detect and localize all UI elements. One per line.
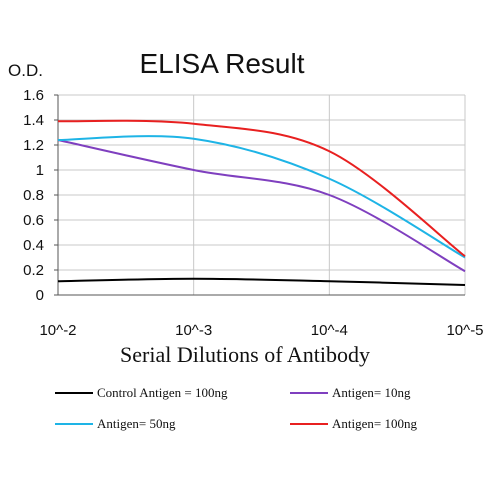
y-tick-label: 1.2 [23,137,44,154]
y-tick-label: 0.4 [23,237,44,254]
y-tick-label: 0.2 [23,262,44,279]
axes [54,94,465,296]
chart-title: ELISA Result [140,48,305,79]
series-line [57,119,466,258]
legend-label: Antigen= 50ng [97,416,176,431]
y-tick-label: 0.6 [23,212,44,229]
y-tick-label: 1.6 [23,87,44,104]
x-tick-label: 10^-5 [446,322,483,339]
series-lines [57,119,466,286]
x-tick-labels: 10^-2 10^-3 10^-4 10^-5 [39,322,483,339]
y-tick-label: 0.8 [23,187,44,204]
x-tick-label: 10^-2 [39,322,76,339]
legend-label: Antigen= 10ng [332,385,411,400]
series-line [57,135,466,259]
series-line [57,277,466,286]
x-tick-label: 10^-3 [175,322,212,339]
y-tick-labels: 0 0.2 0.4 0.6 0.8 1 1.2 1.4 1.6 [23,87,44,304]
y-axis-label: O.D. [8,61,43,80]
x-axis-label: Serial Dilutions of Antibody [120,342,370,367]
grid-lines [57,94,466,296]
legend: Control Antigen = 100ng Antigen= 10ng Anti… [55,385,417,431]
y-tick-label: 1.4 [23,112,44,129]
y-tick-label: 0 [36,287,44,304]
y-tick-label: 1 [36,162,44,179]
series-line [57,139,466,273]
legend-label: Control Antigen = 100ng [97,385,228,400]
legend-label: Antigen= 100ng [332,416,417,431]
x-tick-label: 10^-4 [311,322,348,339]
